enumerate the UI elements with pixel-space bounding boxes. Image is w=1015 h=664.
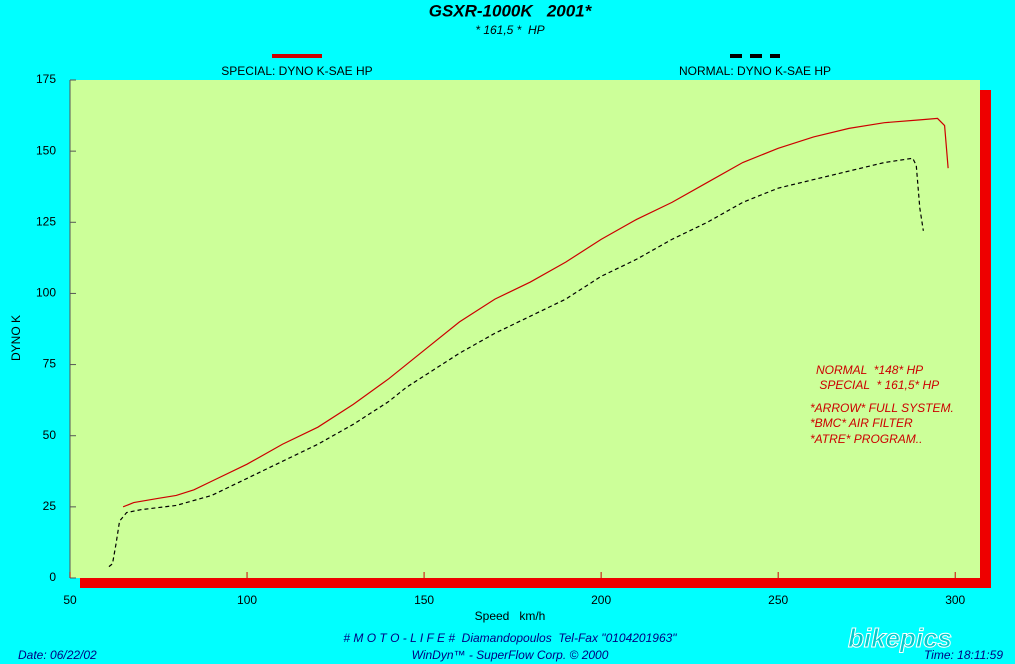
watermark: bikepics (848, 623, 952, 653)
y-tick-label: 150 (36, 143, 56, 157)
x-tick-label: 150 (414, 593, 434, 607)
annotation: *ARROW* FULL SYSTEM. (810, 401, 954, 415)
y-tick-label: 100 (36, 286, 56, 300)
x-tick-label: 50 (63, 593, 77, 607)
y-tick-label: 125 (36, 214, 56, 228)
x-tick-label: 100 (237, 593, 257, 607)
footer-date: Date: 06/22/02 (18, 648, 97, 662)
annotation: NORMAL *148* HP (816, 363, 923, 377)
annotation: SPECIAL * 161,5* HP (816, 378, 939, 392)
annotation: *BMC* AIR FILTER (810, 416, 913, 430)
plot-area (70, 80, 980, 578)
x-axis-label: Speed km/h (475, 609, 546, 623)
x-tick-label: 200 (591, 593, 611, 607)
y-axis-label: DYNO K (9, 315, 23, 361)
x-tick-label: 250 (768, 593, 788, 607)
legend-label: NORMAL: DYNO K-SAE HP (679, 64, 831, 78)
series-line (122, 117, 949, 508)
footer-time: Time: 18:11:59 (924, 648, 1003, 662)
series-line (108, 157, 924, 568)
annotation: *ATRE* PROGRAM.. (810, 432, 922, 446)
y-tick-label: 175 (36, 72, 56, 86)
footer-software: WinDyn™ - SuperFlow Corp. © 2000 (412, 648, 609, 662)
chart-subtitle: * 161,5 * HP (475, 23, 544, 37)
footer-credit: # M O T O - L I F E # Diamandopoulos Tel… (343, 631, 677, 645)
y-tick-label: 75 (43, 357, 57, 371)
chart-title: GSXR-1000K 2001* (429, 1, 593, 20)
legend-label: SPECIAL: DYNO K-SAE HP (221, 64, 372, 78)
y-tick-label: 25 (43, 499, 57, 513)
y-tick-label: 50 (43, 428, 57, 442)
y-tick-label: 0 (49, 570, 56, 584)
x-tick-label: 300 (945, 593, 965, 607)
